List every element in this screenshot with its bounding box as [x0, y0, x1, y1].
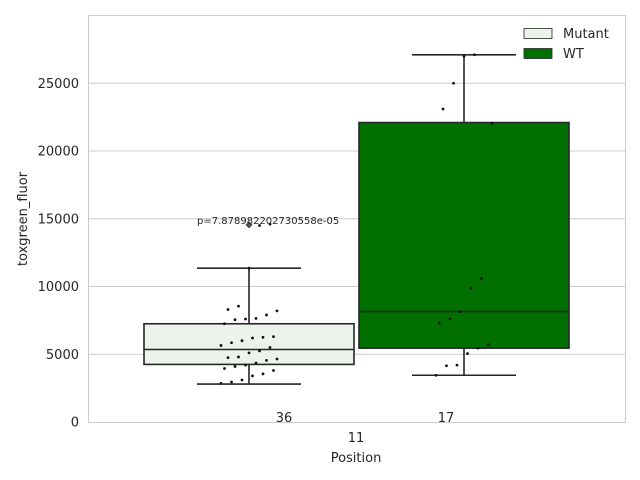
point-mutant-5 [272, 369, 275, 372]
point-mutant-21 [261, 335, 265, 339]
point-mutant-20 [251, 336, 254, 340]
point-wt-14 [462, 54, 466, 58]
box-plot-boxes [143, 53, 570, 385]
y-tick-label-5000: 5000 [46, 348, 79, 363]
point-mutant-9 [254, 361, 258, 365]
point-wt-3 [466, 352, 469, 355]
box-wt [358, 121, 570, 349]
point-wt-8 [459, 310, 462, 313]
legend-swatch-wt [523, 48, 553, 59]
y-tick-label-0: 0 [71, 416, 79, 431]
point-wt-6 [438, 321, 441, 325]
point-mutant-27 [265, 313, 268, 317]
y-tick-label-25000: 25000 [38, 77, 79, 92]
point-mutant-6 [223, 367, 226, 370]
point-wt-12 [441, 107, 445, 111]
y-tick-label-10000: 10000 [38, 280, 79, 295]
point-mutant-23 [223, 322, 226, 326]
plot-area-frame [88, 15, 626, 423]
p-value-annotation: p=7.878982202730558e-05 [197, 216, 339, 227]
point-mutant-11 [275, 357, 279, 361]
point-mutant-17 [219, 344, 223, 347]
point-mutant-2 [240, 378, 244, 382]
strip-points [219, 53, 494, 385]
x-axis-ticks: 11 [348, 431, 365, 446]
y-axis-label: toxgreen_fluor [16, 171, 31, 266]
legend-label-mutant: Mutant [563, 27, 609, 42]
point-mutant-4 [261, 372, 265, 376]
point-mutant-16 [268, 346, 272, 349]
point-wt-1 [445, 364, 448, 368]
point-wt-0 [434, 373, 438, 377]
point-mutant-29 [226, 308, 230, 311]
point-wt-4 [476, 346, 480, 350]
x-tick-label-11: 11 [348, 431, 365, 446]
point-mutant-19 [240, 339, 244, 343]
legend-label-wt: WT [563, 47, 584, 62]
point-mutant-3 [251, 374, 254, 378]
point-mutant-26 [254, 316, 258, 320]
y-axis-ticks: 0 5000 10000 15000 20000 25000 [38, 77, 79, 431]
y-tick-label-15000: 15000 [38, 212, 79, 227]
point-mutant-31 [247, 266, 251, 270]
point-mutant-18 [230, 341, 233, 345]
point-wt-2 [455, 363, 459, 367]
point-wt-9 [469, 286, 473, 290]
point-mutant-7 [233, 365, 237, 368]
point-mutant-0 [219, 381, 223, 385]
point-mutant-33 [268, 222, 272, 226]
point-mutant-22 [272, 335, 275, 339]
box-mutant [143, 322, 355, 366]
point-wt-5 [487, 343, 490, 347]
count-label-mutant: 36 [276, 411, 293, 426]
point-mutant-32 [258, 224, 261, 227]
legend-swatch-mutant [523, 28, 553, 39]
point-wt-10 [480, 276, 483, 280]
legend: Mutant WT [523, 27, 609, 62]
point-mutant-30 [237, 304, 240, 308]
point-mutant-1 [230, 380, 233, 384]
y-tick-label-20000: 20000 [38, 145, 79, 160]
point-mutant-24 [233, 318, 237, 322]
point-mutant-25 [244, 317, 247, 321]
outlier-mutant-0 [245, 221, 253, 229]
point-wt-13 [452, 81, 455, 85]
point-mutant-8 [244, 363, 247, 367]
point-wt-7 [448, 317, 452, 321]
point-mutant-28 [275, 309, 279, 313]
point-mutant-15 [258, 349, 261, 353]
point-mutant-12 [226, 356, 230, 360]
x-axis-label: Position [331, 451, 382, 466]
count-label-wt: 17 [438, 411, 455, 426]
point-wt-15 [473, 53, 476, 57]
point-wt-11 [490, 121, 494, 125]
point-mutant-13 [237, 355, 240, 359]
point-mutant-14 [247, 351, 251, 355]
point-mutant-10 [265, 358, 268, 362]
